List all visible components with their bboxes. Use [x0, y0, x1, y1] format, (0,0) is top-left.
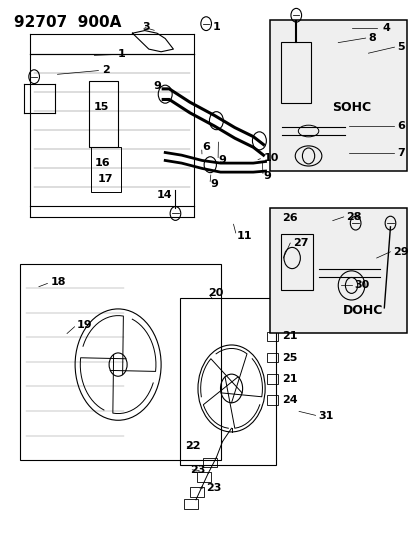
Bar — [280, 42, 311, 103]
Text: 23: 23 — [189, 465, 205, 474]
Text: 6: 6 — [202, 142, 209, 152]
Bar — [269, 208, 406, 333]
Bar — [266, 374, 278, 384]
Text: DOHC: DOHC — [342, 304, 382, 317]
Text: 4: 4 — [381, 23, 389, 33]
Text: 28: 28 — [346, 212, 361, 222]
Text: 19: 19 — [77, 320, 93, 330]
Text: 20: 20 — [208, 288, 223, 298]
Text: 16: 16 — [95, 158, 110, 168]
Bar — [266, 353, 278, 362]
Text: 6: 6 — [396, 121, 404, 131]
Text: 30: 30 — [354, 280, 369, 290]
Text: 18: 18 — [50, 277, 66, 287]
Text: 5: 5 — [396, 42, 404, 52]
Bar — [90, 147, 121, 192]
Text: 26: 26 — [281, 213, 297, 223]
Text: 11: 11 — [236, 231, 252, 241]
Bar — [190, 487, 204, 497]
Text: 3: 3 — [142, 22, 150, 32]
Text: 2: 2 — [102, 66, 109, 75]
Text: 7: 7 — [396, 148, 404, 158]
Bar — [266, 332, 278, 341]
Text: 9: 9 — [218, 156, 226, 165]
Bar — [89, 81, 118, 147]
Text: 21: 21 — [281, 374, 297, 384]
Text: 14: 14 — [157, 190, 172, 200]
Text: 92707  900A: 92707 900A — [14, 14, 121, 30]
Text: 31: 31 — [318, 411, 333, 421]
Text: 23: 23 — [206, 483, 221, 493]
Text: 1: 1 — [118, 50, 126, 59]
Bar — [266, 395, 278, 405]
Text: 22: 22 — [185, 441, 200, 451]
Text: 9: 9 — [263, 172, 271, 181]
Text: 27: 27 — [292, 238, 308, 248]
Bar — [203, 458, 217, 467]
Bar — [20, 264, 220, 460]
Text: 15: 15 — [93, 102, 109, 112]
Bar — [280, 234, 313, 290]
Bar — [197, 472, 211, 482]
Text: 29: 29 — [392, 247, 408, 257]
Text: 9: 9 — [210, 179, 218, 189]
Bar — [179, 298, 275, 465]
Text: 17: 17 — [97, 174, 113, 184]
Text: 21: 21 — [281, 332, 297, 342]
Bar — [183, 499, 197, 509]
Bar — [269, 20, 406, 171]
Text: 1: 1 — [212, 22, 220, 32]
Text: 25: 25 — [281, 353, 297, 362]
Text: 24: 24 — [281, 395, 297, 405]
Text: SOHC: SOHC — [332, 101, 370, 114]
Text: 8: 8 — [368, 33, 375, 43]
Text: 9: 9 — [153, 81, 161, 91]
Text: 10: 10 — [263, 153, 278, 163]
